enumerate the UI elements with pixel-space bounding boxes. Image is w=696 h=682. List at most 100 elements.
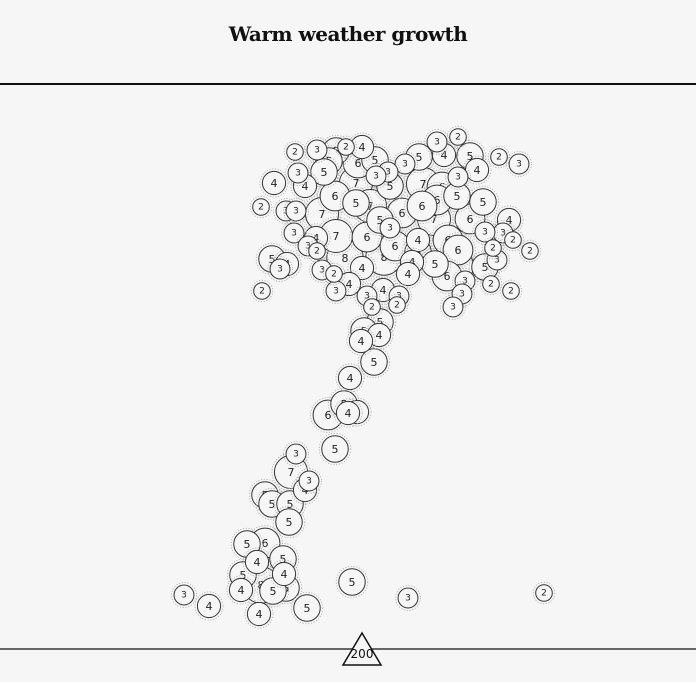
- bubble: 5: [335, 565, 369, 599]
- bubble-circle: [365, 165, 387, 187]
- bubble: 3: [267, 256, 293, 282]
- bubble-ring: [283, 198, 309, 224]
- bubble-value: 2: [394, 301, 400, 311]
- bubble-value: 5: [280, 553, 287, 566]
- bubble: 4: [242, 547, 272, 577]
- bubble-circle: [521, 242, 539, 260]
- chart-title: Warm weather growth: [228, 22, 468, 46]
- bubble-value: 4: [415, 234, 422, 247]
- bubble-circle: [349, 255, 375, 281]
- bubble-ring: [171, 582, 197, 608]
- bubble-circle: [363, 298, 381, 316]
- triangle-marker: [341, 631, 383, 666]
- bubble-circle: [388, 296, 406, 314]
- bubble: 3: [377, 215, 403, 241]
- bubble-value: 7: [353, 177, 360, 190]
- bubble: 6: [440, 232, 476, 268]
- bubble-ring: [266, 542, 300, 576]
- bubble-circle: [535, 584, 553, 602]
- bubble-value: 3: [402, 160, 408, 170]
- bubble: 2: [487, 145, 511, 169]
- bubble-value: 3: [459, 290, 465, 300]
- bubble-ring: [392, 151, 418, 177]
- bubble-value: 6: [455, 244, 462, 257]
- bubble-ring: [385, 293, 409, 317]
- bubble-ring: [501, 228, 525, 252]
- bubble-circle: [442, 296, 464, 318]
- bubble-value: 6: [467, 213, 474, 226]
- bubble-value: 2: [541, 589, 547, 599]
- bubble: 4: [269, 559, 299, 589]
- bubble-ring: [487, 145, 511, 169]
- bubble-circle: [426, 131, 448, 153]
- bubble-circle: [196, 593, 222, 619]
- bubble-ring: [346, 326, 376, 356]
- bubble-value: 6: [392, 240, 399, 253]
- bubble-value: 5: [467, 150, 474, 163]
- bubble-ring: [342, 397, 372, 427]
- bubble-value: 6: [364, 231, 371, 244]
- bubble: 5: [418, 247, 452, 281]
- bubble-ring: [395, 585, 421, 611]
- bubble: 4: [333, 398, 363, 428]
- triangle-marker-label: 200: [351, 647, 374, 661]
- bubble-ring: [364, 320, 394, 350]
- bubble-value: 6: [419, 200, 426, 213]
- bubble-value: 3: [305, 242, 311, 252]
- bubble-ring: [452, 268, 478, 294]
- bubble-circle: [287, 162, 309, 184]
- bubble: 2: [501, 228, 525, 252]
- bubble: 3: [171, 582, 197, 608]
- bubble-circle: [395, 261, 421, 287]
- bubble-ring: [301, 223, 331, 253]
- bubble-circle: [252, 198, 270, 216]
- bubble-ring: [445, 164, 471, 190]
- bubble-circle: [285, 443, 307, 465]
- bubble-circle: [253, 282, 271, 300]
- bubble-ring: [312, 144, 346, 178]
- bubble-circle: [275, 508, 303, 536]
- bubble-value: 4: [358, 335, 365, 348]
- bubble-ring: [424, 129, 450, 155]
- bubble-ring: [322, 262, 346, 286]
- bubble-ring: [250, 279, 274, 303]
- bubble-ring: [272, 505, 306, 539]
- bubble-ring: [285, 160, 311, 186]
- bubble-value: 2: [496, 153, 502, 163]
- bubble-value: 3: [333, 287, 339, 297]
- bubble: 4: [194, 591, 224, 621]
- bubble-value: 3: [314, 146, 320, 156]
- bubble-value: 3: [277, 265, 283, 275]
- bubble-value: 3: [293, 207, 299, 217]
- bubble-value: 4: [380, 284, 387, 297]
- bubble-ring: [393, 259, 423, 289]
- bubble: 4: [346, 326, 376, 356]
- bubble-value: 7: [288, 466, 295, 479]
- bubble-ring: [397, 247, 427, 277]
- bubble: 4: [347, 253, 377, 283]
- bubble-ring: [494, 205, 524, 235]
- bubble-ring: [226, 575, 256, 605]
- bubble-value: 4: [346, 278, 353, 291]
- bubble-value: 7: [333, 230, 340, 243]
- bubble-value: 5: [377, 214, 384, 227]
- bubble-value: 6: [434, 194, 441, 207]
- bubble-ring: [283, 441, 309, 467]
- bubble-value: 5: [432, 258, 439, 271]
- bubble-value: 3: [516, 160, 522, 170]
- bubble-ring: [283, 140, 307, 164]
- bubble-value: 5: [270, 585, 277, 598]
- bubble-value: 6: [262, 537, 269, 550]
- bubble-value: 5: [349, 576, 356, 589]
- bubble-ring: [354, 283, 380, 309]
- bubble-value: 5: [377, 316, 384, 329]
- bubble-value: 3: [295, 169, 301, 179]
- bubble-circle: [261, 170, 287, 196]
- bubble-circle: [308, 242, 326, 260]
- bubble: 4: [259, 168, 289, 198]
- bubble-ring: [386, 283, 412, 309]
- bubble-value: 2: [258, 203, 264, 213]
- bubble-ring: [446, 125, 470, 149]
- bubble: 2: [322, 262, 346, 286]
- bubble: 3: [304, 137, 330, 163]
